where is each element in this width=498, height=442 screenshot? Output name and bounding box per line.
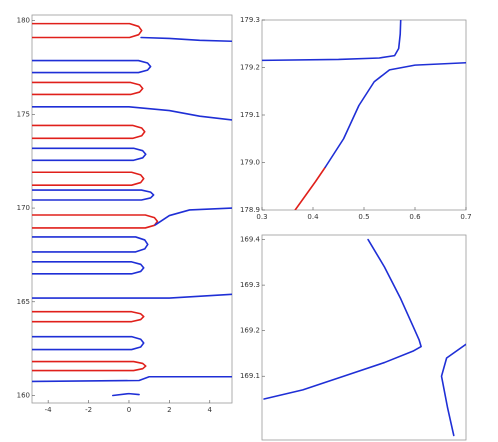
y-tick-label: 169.4 xyxy=(240,236,261,244)
curve xyxy=(262,20,402,62)
curve xyxy=(32,106,232,121)
y-tick-label: 160 xyxy=(17,392,30,400)
x-tick-label: -4 xyxy=(45,406,53,414)
y-tick-label: 169.1 xyxy=(240,372,260,380)
curve xyxy=(32,375,232,383)
x-tick-label: 0.6 xyxy=(409,213,421,221)
y-tick-label: 179.3 xyxy=(240,16,260,24)
curve xyxy=(32,81,144,96)
x-tick-label: 0.3 xyxy=(256,213,267,221)
curve xyxy=(32,171,145,186)
curve xyxy=(32,22,143,39)
curve xyxy=(32,214,159,229)
curve xyxy=(32,147,147,162)
curve xyxy=(32,261,145,275)
y-tick-label: 178.9 xyxy=(240,206,260,214)
curve xyxy=(32,124,146,140)
frame xyxy=(261,19,467,211)
panel: 169.1 169.2 169.3 169.4 xyxy=(240,234,467,441)
x-tick-label: 0.4 xyxy=(307,213,319,221)
y-tick-label: 169.2 xyxy=(240,327,260,335)
curve xyxy=(440,343,466,437)
frame xyxy=(31,14,233,404)
frame xyxy=(261,234,467,441)
x-tick-label: 4 xyxy=(208,406,213,414)
curve xyxy=(324,61,466,169)
panel: 178.9 179.0 179.1 179.2 179.3 0.3 0.4 0.5 0.6 0.7 xyxy=(240,16,472,221)
y-tick-label: 165 xyxy=(17,298,30,306)
curve xyxy=(154,207,232,226)
y-tick-label: 180 xyxy=(17,17,30,25)
x-tick-label: 0.5 xyxy=(358,213,369,221)
curve xyxy=(32,236,149,253)
curve xyxy=(140,36,232,43)
y-tick-label: 175 xyxy=(17,110,30,118)
curve xyxy=(112,392,140,397)
x-tick-label: 0 xyxy=(127,406,131,414)
curve xyxy=(32,310,145,323)
curve xyxy=(263,238,422,400)
curve xyxy=(32,189,155,201)
x-tick-label: -2 xyxy=(85,406,92,414)
curve xyxy=(294,166,327,210)
y-tick-label: 179.1 xyxy=(240,111,260,119)
x-tick-label: 0.7 xyxy=(460,213,471,221)
y-tick-label: 179.2 xyxy=(240,64,260,72)
panel: 160 165 170 175 180 -4 -2 0 2 4 xyxy=(17,14,233,414)
y-tick-label: 170 xyxy=(17,204,30,212)
y-tick-label: 179.0 xyxy=(240,159,260,167)
curve xyxy=(32,360,147,372)
curve xyxy=(32,293,232,299)
x-tick-label: 2 xyxy=(167,406,171,414)
curve xyxy=(32,59,152,74)
curve xyxy=(32,335,145,351)
y-tick-label: 169.3 xyxy=(240,281,260,289)
